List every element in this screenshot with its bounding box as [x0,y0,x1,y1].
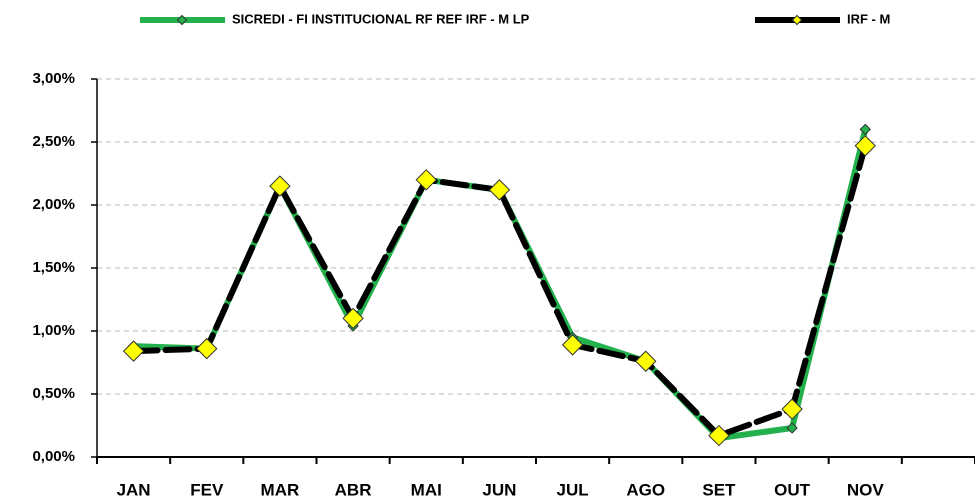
x-tick-label: NOV [847,480,885,499]
point-marker [415,169,437,191]
legend-label: IRF - M [847,11,890,26]
legend-marker [791,14,803,26]
legend-label: SICREDI - FI INSTITUCIONAL RF REF IRF - … [232,11,530,26]
x-tick-label: ABR [335,480,372,499]
point-marker [781,398,803,420]
series-line [130,126,869,442]
point-marker [488,179,511,201]
y-tick-label: 0,00% [32,448,75,465]
legend-marker [176,14,188,26]
point-marker [122,340,145,362]
x-tick-label: JAN [117,480,151,499]
y-tick-label: 0,50% [32,385,75,402]
point-marker [635,350,657,372]
point-marker [561,334,584,356]
y-tick-label: 2,00% [32,196,75,213]
x-tick-label: FEV [190,480,224,499]
point-marker [859,123,871,136]
x-tick-label: SET [702,480,736,499]
y-tick-label: 1,00% [32,322,75,339]
y-tick-label: 3,00% [32,70,75,87]
point-marker [854,135,876,157]
x-tick-label: MAI [411,480,442,499]
x-tick-label: JUL [557,480,589,499]
x-tick-label: MAR [261,480,300,499]
point-marker [196,337,218,360]
y-tick-label: 2,50% [32,133,75,150]
y-tick-label: 1,50% [32,259,75,276]
point-marker [786,422,798,434]
x-tick-label: AGO [626,480,665,499]
point-marker [342,307,364,330]
x-tick-label: JUN [482,480,516,499]
x-tick-label: OUT [774,480,811,499]
point-marker [269,175,291,197]
point-marker [708,424,730,447]
